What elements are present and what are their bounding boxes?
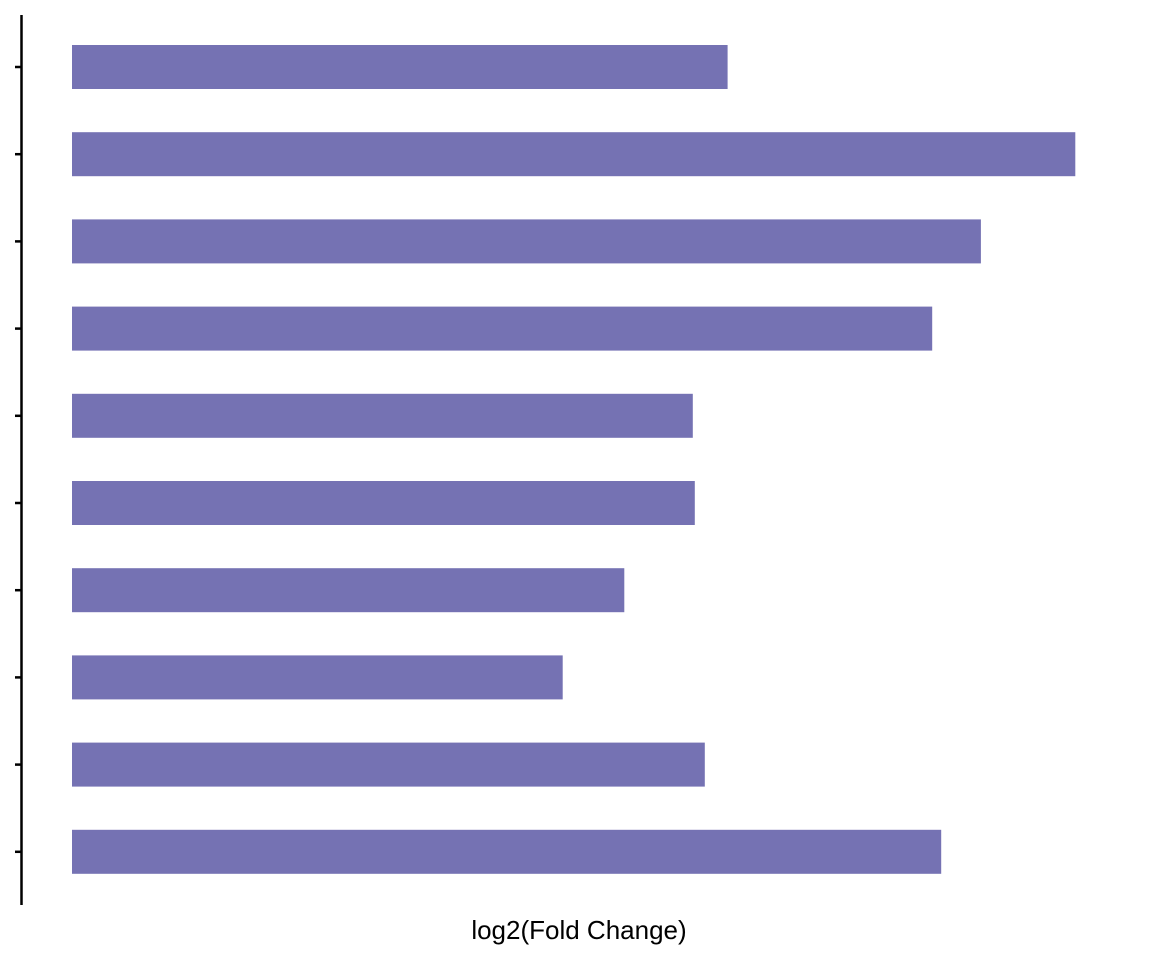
bar-9 (72, 742, 705, 787)
bar-6 (72, 481, 695, 525)
bar-2 (72, 132, 1076, 177)
bar-10 (72, 829, 942, 874)
bar-8 (72, 655, 563, 700)
y-axis-ticks (15, 65, 22, 854)
bar-3 (72, 219, 981, 264)
bar-7 (72, 568, 625, 613)
bar-1 (72, 45, 728, 89)
bar-5 (72, 393, 693, 438)
bars-group (72, 45, 1076, 874)
x-axis-label: log2(Fold Change) (471, 915, 686, 945)
bar-4 (72, 306, 933, 351)
